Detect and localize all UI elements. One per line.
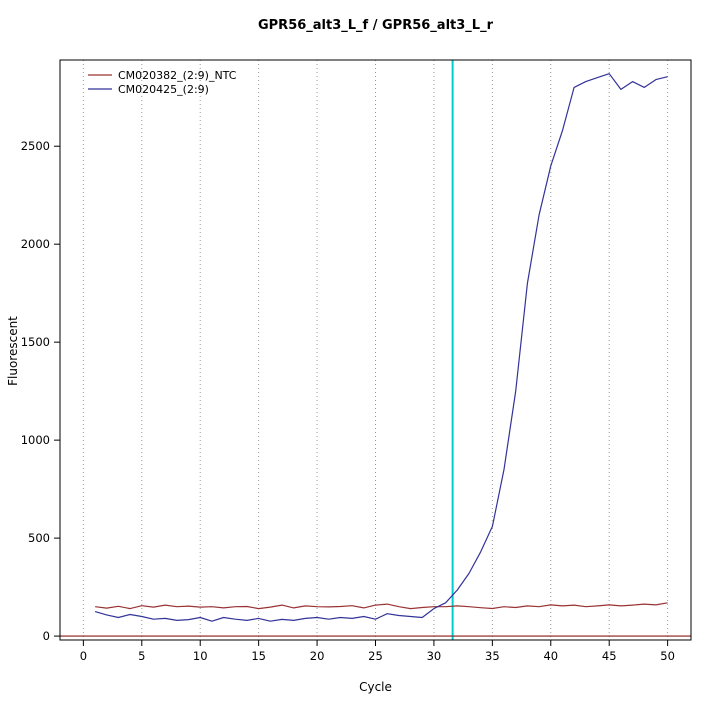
x-tick-label: 20 (310, 649, 325, 663)
x-tick-label: 0 (80, 649, 87, 663)
chart-title: GPR56_alt3_L_f / GPR56_alt3_L_r (257, 18, 493, 33)
y-tick-label: 1500 (21, 335, 50, 349)
series-line-0 (95, 602, 668, 610)
legend-label: CM020425_(2:9) (118, 83, 209, 96)
y-tick-label: 0 (43, 629, 50, 643)
x-tick-label: 35 (485, 649, 500, 663)
x-tick-label: 5 (138, 649, 145, 663)
x-tick-label: 45 (602, 649, 617, 663)
x-tick-label: 10 (193, 649, 208, 663)
x-tick-label: 40 (543, 649, 558, 663)
x-tick-label: 25 (368, 649, 383, 663)
y-tick-label: 500 (28, 531, 50, 545)
y-axis-label: Fluorescent (6, 316, 20, 386)
legend-label: CM020382_(2:9)_NTC (118, 69, 237, 82)
x-axis-label: Cycle (359, 680, 392, 694)
x-tick-label: 15 (251, 649, 266, 663)
y-tick-label: 2500 (21, 139, 50, 153)
x-tick-label: 50 (660, 649, 675, 663)
y-tick-label: 1000 (21, 433, 50, 447)
y-tick-label: 2000 (21, 237, 50, 251)
series-line-1 (94, 73, 668, 622)
x-tick-label: 30 (427, 649, 442, 663)
